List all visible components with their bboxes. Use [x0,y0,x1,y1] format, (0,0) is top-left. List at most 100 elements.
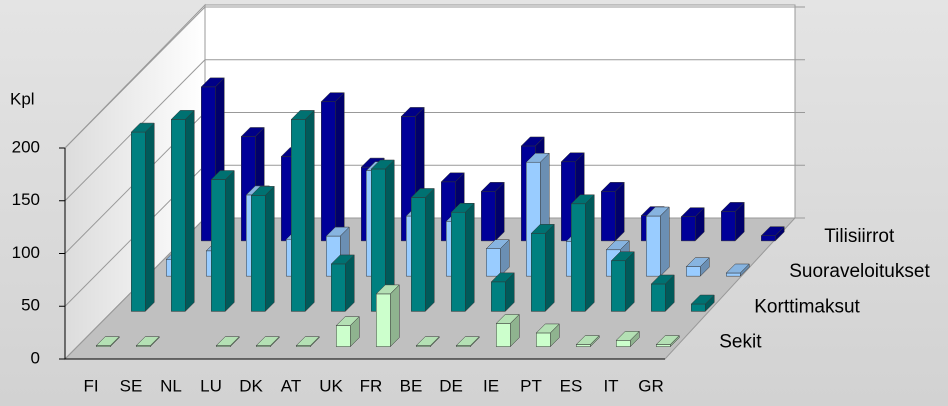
bar-side [185,109,195,313]
bar [485,239,510,277]
bar-front [376,293,391,347]
x-tick-label: ES [560,376,583,395]
bar [130,122,155,313]
bar-front [721,211,736,242]
bar-top [520,136,545,147]
bar-top [170,110,195,120]
bar-top [725,263,750,274]
x-tick-label: DE [439,376,463,395]
bar [480,181,505,242]
bar-top [655,335,680,345]
bar [575,334,600,348]
y-tick-label: 150 [12,190,40,209]
bar-side [335,92,345,242]
bar-front [726,272,741,277]
bar [290,109,315,313]
y-tick-label: 200 [12,137,40,156]
bar [610,251,635,313]
bar-top [130,122,155,133]
bar [335,315,360,348]
bar [410,187,435,313]
bar-top [415,336,440,346]
bar-front [481,191,496,242]
x-tick-label: IT [603,376,618,395]
bar [255,336,280,348]
bar [95,336,120,348]
bar [680,207,705,242]
bar-front [576,344,591,347]
bar [170,109,195,313]
bar-top [250,186,275,196]
bar-top [320,92,345,102]
bar-top [210,170,235,180]
bar-top [720,202,745,212]
bar-front [486,248,501,277]
bar-top [375,284,400,295]
x-tick-label: UK [319,376,343,395]
bar-front [411,197,426,312]
bar-front [331,263,346,312]
bar [720,201,745,242]
bar [725,263,750,277]
bar-top [335,316,360,326]
bar-front [291,119,306,312]
bar-top [295,336,320,346]
bar-front [646,215,661,277]
bar [330,254,355,313]
bar-top [480,182,505,192]
bar-top [680,207,705,217]
bar-front [571,203,586,312]
bar-top [325,226,350,237]
series-label: Sekit [719,332,762,353]
bar-side [585,194,595,313]
bar [490,272,515,313]
bar-top [290,110,315,120]
series-label: Korttimaksut [754,296,860,317]
bar [690,294,715,313]
y-tick-label: 50 [21,296,40,315]
bar-front [251,195,266,312]
bar [650,274,675,313]
bar [250,185,275,313]
y-tick-label: 0 [31,348,40,367]
bar-top [400,107,425,117]
bar-top [490,272,515,283]
bar-front [491,281,506,312]
bar [645,206,670,277]
bar-front [211,179,226,312]
x-tick-label: BE [400,376,423,395]
bar-front [171,119,186,312]
bar-top [685,257,710,267]
bar-side [425,187,435,313]
bar-top [650,274,675,285]
bar-top [370,159,395,170]
bar [450,202,475,313]
bar-top [410,188,435,198]
x-tick-label: FI [83,376,98,395]
bar [295,336,320,348]
bar [415,336,440,348]
bar-top [570,194,595,205]
bar-front [336,325,351,347]
x-tick-label: AT [281,376,301,395]
bar [210,169,235,313]
bar-front [496,323,511,347]
bar [600,181,625,242]
bar-front [681,216,696,242]
bar [570,194,595,313]
bar-top [560,152,585,163]
y-axis-label: Kpl [10,89,35,108]
bar-side [345,254,355,313]
bar-front [691,303,706,312]
bar-side [545,223,555,313]
bar-top [525,152,550,163]
bar-side [390,284,400,348]
bar-top [760,226,785,236]
bar-side [660,206,670,277]
bar-side [625,251,635,313]
x-tick-label: FR [360,376,383,395]
bar-top [575,335,600,345]
series-label: Suoraveloitukset [789,261,930,282]
bar-side [305,109,315,313]
